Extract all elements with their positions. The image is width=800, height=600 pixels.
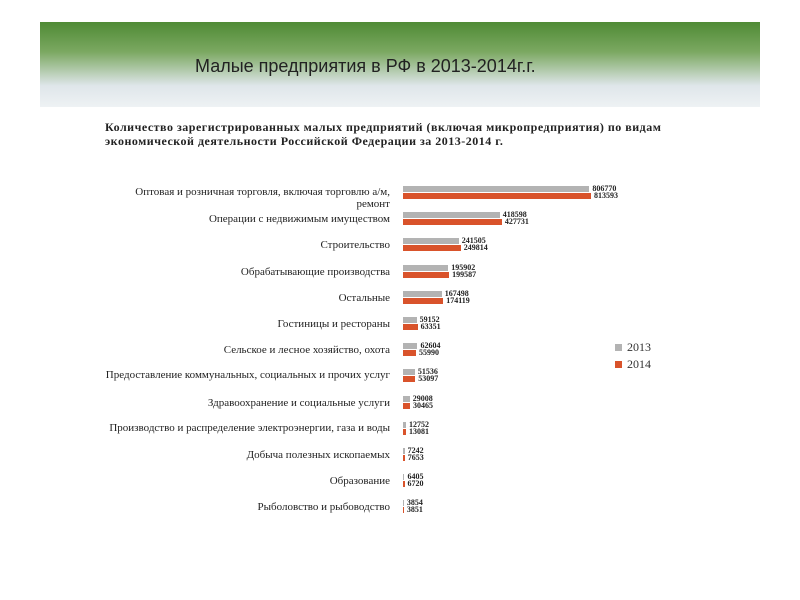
value-label: 806770 [592, 184, 617, 193]
bar [403, 428, 407, 435]
legend-label: 2013 [627, 340, 651, 354]
legend-swatch [615, 344, 622, 351]
value-label: 12752 [408, 419, 429, 429]
bar [403, 193, 591, 199]
bar [403, 448, 405, 454]
value-label: 174119 [446, 295, 470, 305]
value-label: 29008 [412, 393, 433, 403]
category-label: Производство и распределение электроэнер… [109, 421, 390, 434]
value-label: 3854 [406, 498, 423, 508]
bar [403, 264, 449, 271]
value-label: 195902 [451, 262, 476, 272]
value-label: 13081 [409, 426, 430, 436]
bar [403, 376, 416, 383]
category-label: Операции с недвижимым имуществом [208, 213, 390, 226]
category-label: Предоставление коммунальных, социальных … [105, 369, 390, 382]
value-label: 53097 [418, 374, 439, 384]
value-label: 55990 [418, 348, 439, 358]
category-label: Добыча полезных ископаемых [246, 449, 390, 461]
category-label: Сельское и лесное хозяйство, охота [223, 344, 390, 357]
category-label: Образование [329, 475, 390, 488]
value-label: 6405 [407, 472, 424, 482]
bar [403, 474, 405, 481]
bar [403, 317, 417, 323]
value-label: 30465 [413, 400, 434, 410]
bar [403, 402, 411, 409]
category-label: Здравоохранение и социальные услуги [207, 396, 390, 409]
value-label: 199587 [452, 269, 477, 279]
bar [403, 507, 404, 514]
value-label: 167498 [444, 288, 469, 298]
value-label: 59152 [419, 315, 440, 324]
bar [403, 186, 590, 192]
category-label: Оптовая и розничная торговля, включая то… [135, 186, 390, 210]
category-label: Гостиницы и рестораны [277, 318, 390, 330]
value-label: 427731 [504, 217, 529, 227]
bar [403, 290, 442, 297]
value-label: 418598 [502, 210, 527, 220]
value-label: 249814 [463, 243, 488, 253]
value-label: 63351 [420, 322, 441, 331]
bar [403, 271, 450, 278]
bar [403, 421, 406, 428]
slide-title: Малые предприятия в РФ в 2013-2014г.г. [195, 56, 536, 76]
value-label: 51536 [417, 367, 438, 377]
bar [403, 238, 459, 245]
category-label: Остальные [338, 291, 390, 304]
bar [403, 395, 410, 402]
value-label: 6720 [407, 479, 424, 489]
legend-label: 2014 [627, 357, 651, 371]
value-label: 7242 [407, 446, 424, 455]
value-label: 62604 [420, 341, 441, 351]
legend-swatch [615, 361, 622, 368]
bar [403, 245, 461, 252]
value-label: 813593 [594, 191, 618, 200]
category-label: Рыболовство и рыбоводство [257, 501, 390, 514]
bar [403, 324, 418, 330]
value-label: 241505 [461, 236, 486, 246]
bar [403, 500, 404, 507]
bar [403, 481, 405, 488]
bar [403, 369, 415, 376]
bar [403, 219, 502, 226]
bar [403, 455, 405, 461]
category-label: Обрабатывающие производства [240, 265, 390, 278]
value-label: 3851 [406, 505, 423, 515]
category-label: Строительство [320, 239, 390, 252]
bar [403, 350, 416, 357]
header-band [40, 22, 760, 107]
bar [403, 297, 444, 304]
chart-title: Количество зарегистрированных малых пред… [105, 120, 662, 148]
bar [403, 212, 500, 219]
value-label: 7653 [407, 453, 424, 462]
bar [403, 343, 418, 350]
